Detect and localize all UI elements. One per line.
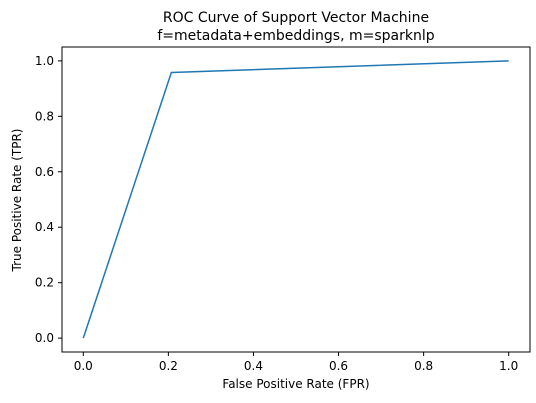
- x-tick-label: 0.8: [414, 359, 433, 373]
- x-axis-label: False Positive Rate (FPR): [222, 377, 369, 391]
- y-tick-label: 0.2: [35, 276, 54, 290]
- y-axis-ticks: 0.0 0.2 0.4 0.6 0.8 1.0: [35, 54, 62, 345]
- plot-frame: [61, 46, 531, 353]
- series-layer: [82, 60, 509, 339]
- y-tick-label: 1.0: [35, 54, 54, 68]
- y-tick-label: 0.8: [35, 109, 54, 123]
- roc-curve-line: [82, 60, 509, 339]
- x-tick-label: 0.2: [159, 359, 178, 373]
- y-tick-label: 0.6: [35, 165, 54, 179]
- y-tick-label: 0.0: [35, 331, 54, 345]
- chart-subtitle: f=metadata+embeddings, m=sparknlp: [157, 28, 434, 44]
- x-tick-label: 0.6: [329, 359, 348, 373]
- x-tick-label: 0.0: [74, 359, 93, 373]
- y-axis-label: True Positive Rate (TPR): [10, 129, 24, 273]
- x-tick-label: 0.4: [244, 359, 263, 373]
- plot-area: [61, 46, 531, 353]
- y-tick-label: 0.4: [35, 220, 54, 234]
- x-axis-ticks: 0.0 0.2 0.4 0.6 0.8 1.0: [74, 352, 518, 373]
- x-tick-label: 1.0: [499, 359, 518, 373]
- chart-title: ROC Curve of Support Vector Machine: [163, 10, 429, 26]
